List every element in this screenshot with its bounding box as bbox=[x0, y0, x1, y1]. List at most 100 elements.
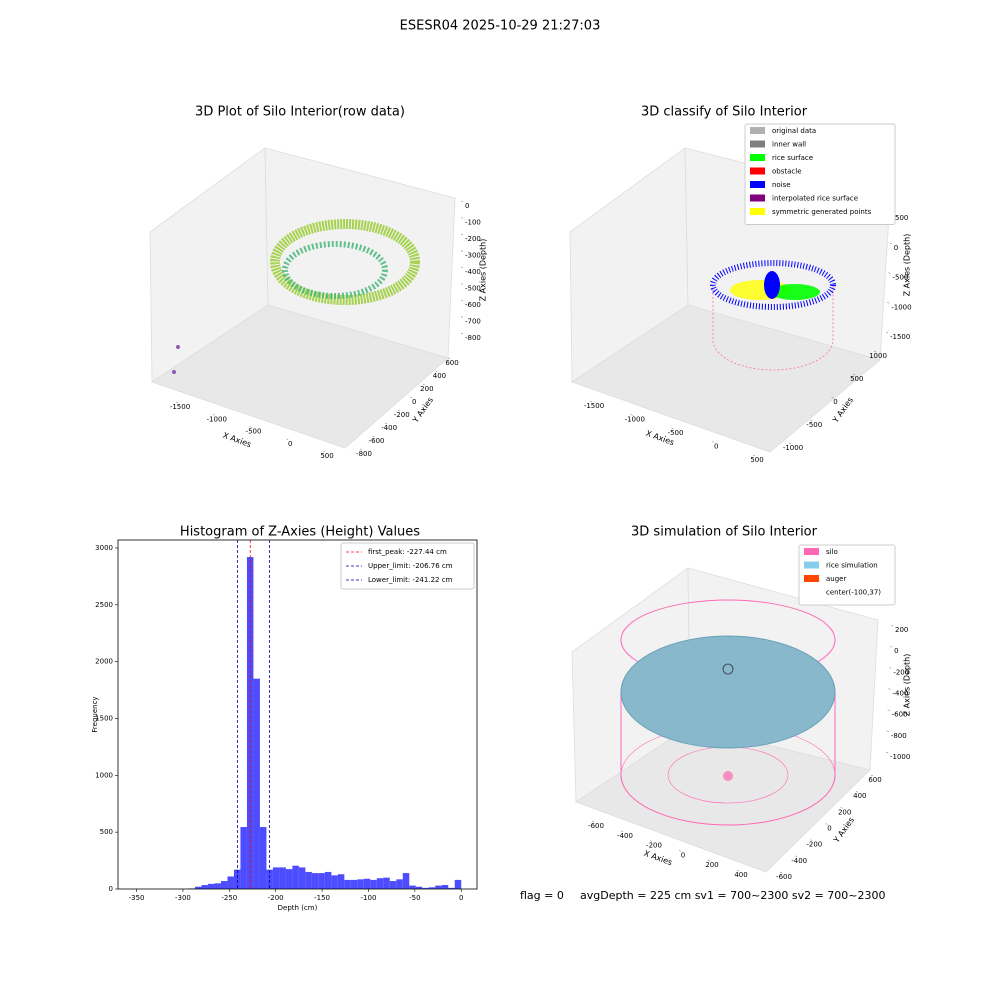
y-tick bbox=[788, 442, 792, 445]
z-tick-label: 200 bbox=[895, 626, 908, 634]
y-tick-label: 0 bbox=[827, 825, 831, 833]
y-tick bbox=[372, 435, 375, 438]
bar bbox=[305, 871, 312, 889]
y-tick-label: -400 bbox=[381, 424, 397, 432]
z-tick-label: 0 bbox=[894, 244, 898, 252]
z-tick-label: -600 bbox=[465, 301, 481, 309]
x-tick bbox=[712, 441, 715, 443]
y-tick-label: -600 bbox=[776, 873, 792, 881]
bar bbox=[201, 885, 208, 889]
bar bbox=[422, 887, 429, 889]
z-tick-label: 0 bbox=[465, 202, 469, 210]
bar bbox=[279, 867, 286, 889]
stats-text: avgDepth = 225 cm sv1 = 700~2300 sv2 = 7… bbox=[580, 889, 886, 902]
y-tick-label: -1000 bbox=[783, 444, 803, 452]
y-tick-label: 600 bbox=[868, 776, 881, 784]
x-axis-label: X Axies bbox=[643, 849, 674, 868]
z-tick bbox=[886, 730, 889, 733]
y-tick bbox=[810, 419, 813, 422]
y-tick bbox=[422, 383, 425, 386]
z-tick bbox=[460, 316, 464, 318]
chart-title: 3D classify of Silo Interior bbox=[641, 105, 808, 120]
bar bbox=[240, 827, 247, 889]
y-tick bbox=[359, 448, 363, 451]
bar bbox=[227, 876, 234, 889]
bar bbox=[396, 879, 403, 889]
legend-swatch bbox=[750, 194, 765, 202]
bar bbox=[324, 871, 332, 889]
x-tick bbox=[752, 454, 756, 457]
bar bbox=[363, 878, 371, 889]
x-tick-label: -500 bbox=[668, 429, 684, 437]
legend-box bbox=[340, 542, 475, 590]
y-tick-label: 0 bbox=[412, 398, 416, 406]
y-tick-label: 200 bbox=[420, 385, 433, 393]
legend-label: first_peak: -227.44 cm bbox=[368, 548, 447, 556]
z-tick bbox=[460, 200, 464, 203]
z-tick-label: -800 bbox=[465, 334, 481, 342]
y-tick-label: 400 bbox=[853, 792, 866, 800]
y-tick-label: 600 bbox=[445, 359, 458, 367]
figure-title: ESESR04 2025-10-29 21:27:03 bbox=[400, 19, 601, 34]
x-tick bbox=[620, 830, 624, 833]
y-tick bbox=[810, 839, 813, 841]
bar bbox=[370, 879, 377, 889]
x-axis-label: Depth (cm) bbox=[278, 904, 318, 912]
y-axis-label: Y Axies bbox=[831, 816, 856, 846]
z-tick bbox=[460, 217, 464, 219]
legend-box bbox=[798, 544, 896, 606]
x-tick-label: -350 bbox=[129, 894, 145, 902]
bar bbox=[311, 873, 319, 889]
bar bbox=[402, 873, 410, 889]
x-tick bbox=[671, 427, 674, 430]
x-tick-label: -600 bbox=[588, 822, 604, 830]
x-tick bbox=[589, 400, 593, 403]
x-tick bbox=[175, 401, 179, 404]
legend-label: noise bbox=[772, 181, 791, 189]
bar bbox=[409, 885, 416, 889]
z-tick-label: -300 bbox=[465, 252, 481, 260]
x-tick bbox=[249, 426, 252, 428]
z-tick-label: -400 bbox=[465, 268, 481, 276]
z-tick-label: -800 bbox=[891, 732, 907, 740]
z-axis-label: Z Axies (Depth) bbox=[903, 234, 912, 297]
x-tick-label: 0 bbox=[288, 440, 292, 448]
legend-swatch bbox=[750, 181, 765, 188]
x-tick-label: -1000 bbox=[625, 416, 645, 424]
y-tick bbox=[447, 357, 451, 360]
bar bbox=[448, 887, 455, 889]
y-tick bbox=[410, 396, 413, 399]
chart-title: 3D Plot of Silo Interior(row data) bbox=[195, 105, 405, 120]
x-tick bbox=[630, 414, 633, 416]
x-tick-label: 500 bbox=[750, 456, 763, 464]
z-tick bbox=[888, 688, 891, 690]
y-axis-label: Frequency bbox=[91, 696, 99, 732]
x-tick-label: 0 bbox=[681, 851, 685, 859]
y-tick-label: 1000 bbox=[95, 771, 113, 779]
y-tick bbox=[831, 396, 834, 399]
chart-title: 3D simulation of Silo Interior bbox=[631, 525, 818, 540]
bar bbox=[233, 869, 241, 889]
x-tick-label: -150 bbox=[314, 894, 330, 902]
z-tick bbox=[889, 242, 892, 244]
z-tick-label: -700 bbox=[465, 318, 481, 326]
x-tick-label: 0 bbox=[459, 894, 463, 902]
x-tick bbox=[212, 414, 215, 416]
z-tick bbox=[460, 283, 464, 285]
y-tick-label: -500 bbox=[806, 421, 822, 429]
bar bbox=[266, 869, 273, 889]
z-tick bbox=[889, 667, 892, 669]
x-tick-label: 0 bbox=[714, 443, 718, 451]
bar bbox=[272, 867, 280, 889]
z-tick-label: -1500 bbox=[890, 333, 910, 341]
x-tick-label: -1500 bbox=[584, 402, 604, 410]
y-tick-label: -800 bbox=[356, 450, 372, 458]
y-tick-label: -200 bbox=[806, 841, 822, 849]
y-tick-label: 1000 bbox=[869, 352, 887, 360]
x-tick bbox=[649, 840, 653, 842]
bar bbox=[331, 875, 338, 889]
legend-swatch bbox=[804, 548, 819, 555]
x-tick bbox=[707, 859, 711, 862]
bar bbox=[246, 557, 254, 889]
y-tick-label: 2500 bbox=[95, 601, 113, 609]
